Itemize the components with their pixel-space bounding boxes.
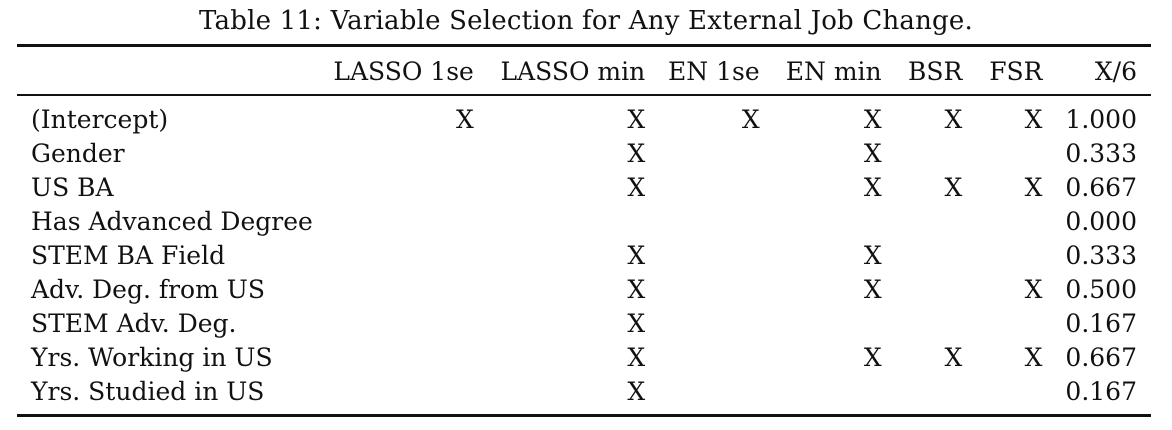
table-cell: X: [456, 104, 474, 134]
selection-share: 0.333: [1065, 138, 1137, 168]
table-cell: X: [627, 376, 646, 406]
header-row: LASSO 1se LASSO min EN 1se EN min BSR FS…: [17, 50, 1151, 92]
header-x-over-6: X/6: [1094, 56, 1137, 86]
selection-share: 0.667: [1065, 172, 1137, 202]
variable-name: Has Advanced Degree: [31, 206, 313, 236]
table-cell: X: [627, 172, 646, 202]
table-cell: X: [741, 104, 760, 134]
table-cell: [888, 238, 969, 272]
table-cell: [766, 204, 888, 238]
variable-name: Yrs. Working in US: [31, 342, 273, 372]
variable-name: (Intercept): [31, 104, 169, 134]
variable-name: STEM BA Field: [31, 240, 226, 270]
bottom-rule: [17, 414, 1151, 417]
table-cell: [888, 374, 969, 408]
table-row: STEM Adv. Deg. X 0.167: [17, 306, 1151, 340]
table-cell: [651, 238, 765, 272]
table-cell: [651, 136, 765, 170]
table-cell: X: [944, 172, 963, 202]
table-cell: [323, 272, 480, 306]
table-row: Gender X X 0.333: [17, 136, 1151, 170]
table-row: Yrs. Working in US X X X X 0.667: [17, 340, 1151, 374]
table-cell: [323, 374, 480, 408]
selection-share: 0.000: [1065, 206, 1137, 236]
table-cell: X: [944, 104, 963, 134]
table-cell: X: [1024, 172, 1043, 202]
header-lasso-1se: LASSO 1se: [333, 56, 474, 86]
table-row: (Intercept) X X X X X X 1.000: [17, 92, 1151, 136]
table-row: Yrs. Studied in US X 0.167: [17, 374, 1151, 408]
table-cell: X: [1024, 274, 1043, 304]
table-cell: X: [863, 342, 882, 372]
table-cell: [968, 204, 1048, 238]
table-cell: X: [627, 138, 646, 168]
variable-name: Yrs. Studied in US: [31, 376, 265, 406]
table-cell: [888, 204, 969, 238]
header-bsr: BSR: [908, 56, 963, 86]
table-cell: [888, 272, 969, 306]
table-cell: X: [863, 104, 882, 134]
table-cell: [651, 306, 765, 340]
table-cell: [651, 374, 765, 408]
table-cell: [888, 306, 969, 340]
variable-name: Gender: [31, 138, 125, 168]
table-row: Has Advanced Degree 0.000: [17, 204, 1151, 238]
table-cell: X: [627, 342, 646, 372]
table-cell: [323, 204, 480, 238]
table-cell: [323, 136, 480, 170]
selection-share: 0.667: [1065, 342, 1137, 372]
table-cell: [968, 374, 1048, 408]
table-cell: [323, 340, 480, 374]
header-en-min: EN min: [785, 56, 882, 86]
table-cell: [651, 340, 765, 374]
table-cell: X: [863, 138, 882, 168]
header-variable: [17, 50, 323, 92]
selection-share: 0.500: [1065, 274, 1137, 304]
table-cell: X: [863, 172, 882, 202]
table-cell: [323, 170, 480, 204]
table-cell: X: [863, 240, 882, 270]
table-cell: [323, 306, 480, 340]
table-caption: Table 11: Variable Selection for Any Ext…: [199, 6, 973, 36]
header-en-1se: EN 1se: [668, 56, 760, 86]
table-cell: X: [944, 342, 963, 372]
table-cell: [651, 272, 765, 306]
table-cell: [480, 204, 651, 238]
header-fsr: FSR: [989, 56, 1043, 86]
table-cell: X: [1024, 342, 1043, 372]
table-cell: [766, 374, 888, 408]
selection-share: 0.167: [1065, 308, 1137, 338]
table-cell: X: [627, 308, 646, 338]
table-cell: [651, 170, 765, 204]
table-cell: [651, 204, 765, 238]
variable-selection-table: LASSO 1se LASSO min EN 1se EN min BSR FS…: [17, 50, 1151, 408]
table-cell: [968, 306, 1048, 340]
header-lasso-min: LASSO min: [500, 56, 646, 86]
table-row: STEM BA Field X X 0.333: [17, 238, 1151, 272]
table-cell: X: [863, 274, 882, 304]
table-cell: [968, 238, 1048, 272]
header-rule: [17, 94, 1151, 96]
table-cell: [888, 136, 969, 170]
variable-name: Adv. Deg. from US: [31, 274, 265, 304]
table-cell: [968, 136, 1048, 170]
variable-name: US BA: [31, 172, 114, 202]
table-cell: X: [627, 104, 646, 134]
table-cell: X: [627, 274, 646, 304]
selection-share: 0.167: [1065, 376, 1137, 406]
selection-share: 0.333: [1065, 240, 1137, 270]
table-cell: [323, 238, 480, 272]
top-rule: [17, 44, 1151, 47]
selection-share: 1.000: [1065, 104, 1137, 134]
variable-name: STEM Adv. Deg.: [31, 308, 237, 338]
table-cell: X: [1024, 104, 1043, 134]
table-row: US BA X X X X 0.667: [17, 170, 1151, 204]
table-row: Adv. Deg. from US X X X 0.500: [17, 272, 1151, 306]
table-cell: X: [627, 240, 646, 270]
table-cell: [766, 306, 888, 340]
